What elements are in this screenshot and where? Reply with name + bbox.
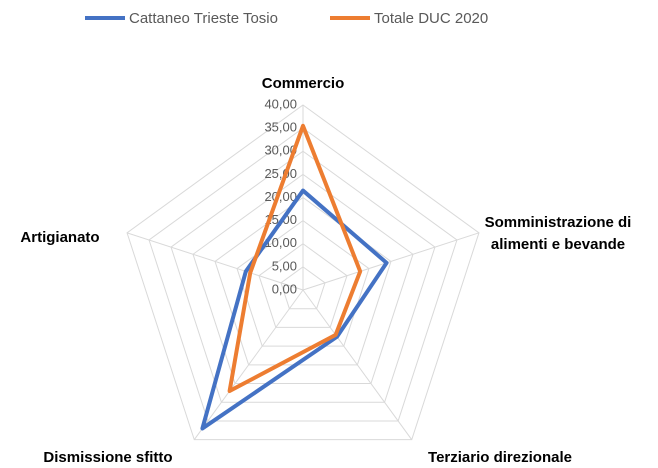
category-label: Somministrazione di alimenti e bevande [484, 214, 632, 253]
category-label: Commercio [261, 75, 345, 92]
category-label: Artigianato [20, 229, 100, 246]
spoke [302, 289, 413, 440]
spoke [126, 232, 304, 291]
grid-ring [258, 243, 348, 328]
grid-ring [214, 196, 392, 366]
tick-label: 30,00 [264, 143, 297, 158]
grid-ring [126, 104, 480, 441]
tick-label: 25,00 [264, 166, 297, 181]
tick-label: 35,00 [264, 120, 297, 135]
tick-label: 0,00 [272, 281, 297, 296]
category-label: Dismissione sfitto [43, 449, 173, 466]
category-label: Terziario direzionale [428, 449, 572, 466]
tick-label: 40,00 [264, 96, 297, 111]
grid-ring [280, 266, 326, 310]
legend-label: Cattaneo Trieste Tosio [129, 10, 278, 27]
series-line [227, 123, 363, 394]
tick-label: 20,00 [264, 189, 297, 204]
legend-label: Totale DUC 2020 [374, 10, 488, 27]
tick-label: 5,00 [272, 258, 297, 273]
grid-ring [170, 150, 436, 403]
spoke [302, 232, 480, 291]
tick-label: 10,00 [264, 235, 297, 250]
spoke [193, 289, 304, 440]
grid-ring [192, 173, 414, 385]
grid-ring [148, 127, 458, 422]
